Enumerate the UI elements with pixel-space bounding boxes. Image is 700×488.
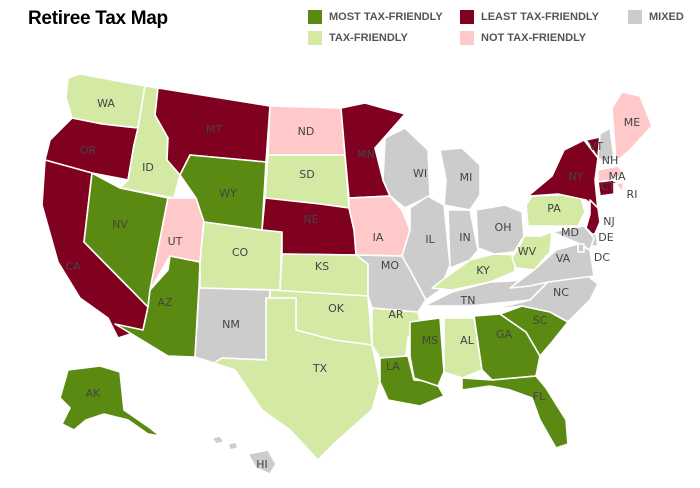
legend-label-not: NOT TAX-FRIENDLY [481, 32, 587, 44]
state-label-pa: PA [547, 202, 561, 215]
legend-swatch-not [460, 31, 474, 45]
legend-label-least: LEAST TAX-FRIENDLY [481, 11, 599, 23]
state-label-tn: TN [460, 294, 476, 307]
state-label-tx: TX [312, 362, 328, 375]
legend-label-friendly: TAX-FRIENDLY [329, 32, 408, 44]
state-label-la: LA [386, 360, 400, 373]
state-label-wa: WA [97, 97, 115, 110]
legend-swatch-least [460, 10, 474, 24]
state-label-ia: IA [373, 231, 384, 244]
legend-mixed: MIXED [628, 10, 684, 24]
state-label-ut: UT [168, 235, 183, 248]
state-label-va: VA [556, 252, 571, 265]
state-label-sd: SD [299, 168, 314, 181]
state-label-dc: DC [594, 251, 610, 264]
state-nc[interactable] [489, 275, 599, 323]
state-label-il: IL [425, 233, 435, 246]
state-label-nv: NV [112, 218, 128, 231]
state-il[interactable] [401, 195, 451, 301]
state-label-mt: MT [206, 123, 222, 136]
legend-label-mixed: MIXED [649, 11, 684, 23]
state-label-nd: ND [298, 125, 315, 138]
state-hi[interactable] [211, 435, 277, 475]
state-dc[interactable] [577, 243, 585, 253]
legend-swatch-mixed [628, 10, 642, 24]
state-label-ma: MA [608, 170, 625, 183]
state-label-vt: VT [589, 140, 604, 153]
state-label-ct: CT [601, 180, 616, 193]
state-label-id: ID [142, 161, 154, 174]
state-wi[interactable] [382, 127, 431, 209]
state-label-nc: NC [553, 286, 569, 299]
state-ma[interactable] [597, 165, 625, 183]
legend-label-most: MOST TAX-FRIENDLY [329, 11, 443, 23]
state-mi[interactable] [439, 147, 481, 211]
state-me[interactable] [611, 91, 653, 163]
state-label-wi: WI [413, 167, 427, 180]
state-ri[interactable] [615, 181, 625, 193]
state-label-nj: NJ [603, 215, 614, 228]
legend-swatch-most [308, 10, 322, 24]
state-label-mo: MO [381, 259, 399, 272]
state-in[interactable] [447, 209, 479, 269]
state-label-de: DE [598, 231, 613, 244]
state-ak[interactable] [59, 365, 161, 437]
state-label-ak: AK [86, 387, 102, 400]
state-label-fl: FL [533, 390, 546, 403]
legend-swatch-friendly [308, 31, 322, 45]
state-nh[interactable] [597, 127, 615, 163]
state-al[interactable] [443, 317, 483, 379]
state-tx[interactable] [213, 297, 381, 461]
state-label-al: AL [460, 334, 475, 347]
legend-most-tax-friendly: MOST TAX-FRIENDLY [308, 10, 443, 24]
state-label-ne: NE [303, 213, 318, 226]
state-label-az: AZ [157, 296, 173, 309]
state-label-ny: NY [569, 170, 584, 183]
state-label-mi: MI [460, 171, 473, 184]
state-label-mn: MN [357, 148, 375, 161]
state-label-nm: NM [222, 318, 240, 331]
state-ar[interactable] [371, 307, 421, 359]
state-label-sc: SC [533, 314, 548, 327]
legend-least-tax-friendly: LEAST TAX-FRIENDLY [460, 10, 599, 24]
state-label-ok: OK [328, 302, 345, 315]
state-label-ar: AR [388, 308, 404, 321]
state-label-ks: KS [315, 260, 329, 273]
state-label-ca: CA [65, 260, 81, 273]
state-label-wy: WY [219, 187, 237, 200]
state-label-in: IN [459, 231, 470, 244]
legend-tax-friendly: TAX-FRIENDLY [308, 31, 408, 45]
state-ct[interactable] [597, 179, 615, 197]
state-label-nh: NH [602, 154, 619, 167]
state-la[interactable] [379, 355, 445, 407]
state-label-ms: MS [422, 334, 438, 347]
state-ms[interactable] [409, 317, 445, 387]
state-fl[interactable] [461, 375, 569, 449]
state-label-wv: WV [518, 245, 537, 258]
legend-not-tax-friendly: NOT TAX-FRIENDLY [460, 31, 586, 45]
page-title: Retiree Tax Map [28, 8, 168, 29]
state-oh[interactable] [475, 204, 525, 255]
state-label-md: MD [561, 226, 579, 239]
state-ny[interactable] [527, 139, 599, 211]
state-label-or: OR [80, 144, 97, 157]
state-label-ky: KY [476, 264, 490, 277]
state-label-ri: RI [627, 188, 638, 201]
state-label-me: ME [624, 116, 640, 129]
state-label-oh: OH [495, 221, 512, 234]
state-label-hi: HI [256, 458, 268, 471]
state-label-ga: GA [496, 328, 513, 341]
state-label-co: CO [232, 246, 249, 259]
